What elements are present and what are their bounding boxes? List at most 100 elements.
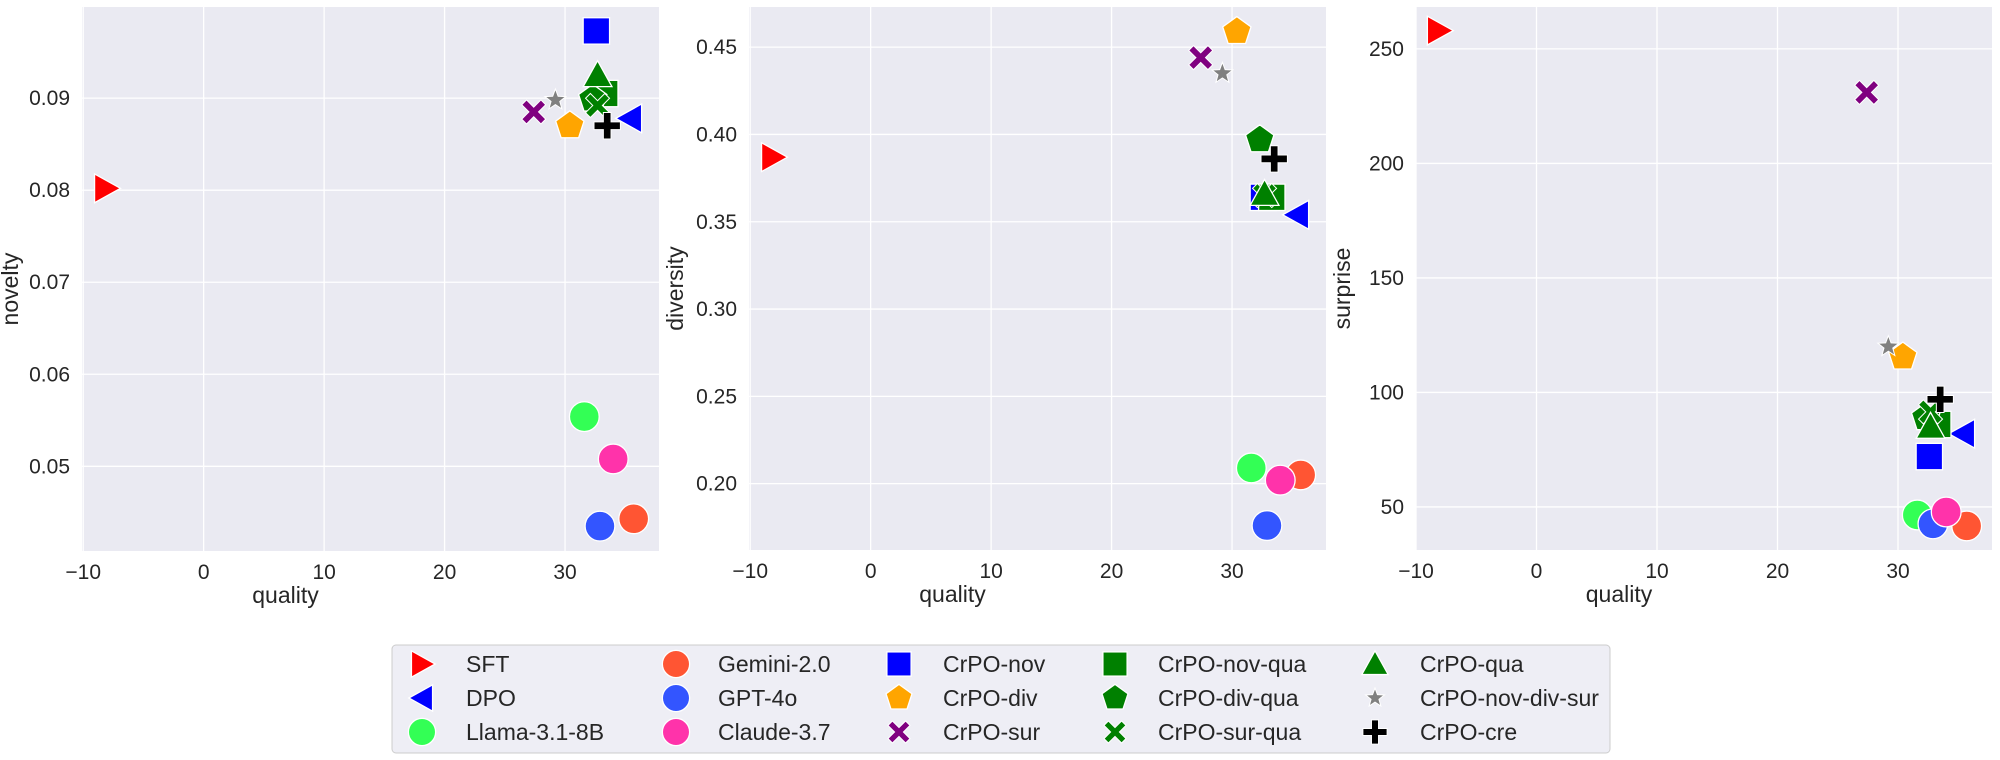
point-dpo — [614, 102, 643, 134]
legend-label: CrPO-nov-qua — [1158, 651, 1306, 677]
point-crpo-nov-div-sur — [1876, 334, 1901, 357]
legend-label: DPO — [466, 685, 516, 711]
point-crpo-div — [1221, 15, 1252, 45]
point-dpo — [1947, 418, 1976, 450]
legend-marker-triangle-up — [1360, 649, 1390, 676]
legend-item: CrPO-div-qua — [1101, 683, 1299, 711]
point-crpo-sur — [1188, 44, 1214, 71]
legend-label: Claude-3.7 — [718, 719, 831, 745]
x-tick-label: 20 — [433, 561, 456, 584]
legend-item: CrPO-nov-div-sur — [1364, 685, 1599, 711]
legend-label: SFT — [466, 651, 509, 677]
legend-item: SFT — [410, 649, 509, 679]
x-axis-label: quality — [252, 582, 319, 608]
x-tick-label: −10 — [732, 560, 768, 583]
y-axis-label: novelty — [0, 252, 23, 325]
legend-marker-x — [887, 720, 911, 744]
x-tick-label: 30 — [1886, 560, 1909, 583]
legend-label: CrPO-div-qua — [1158, 685, 1299, 711]
legend-marker-circle — [661, 717, 691, 747]
point-claude-3-7 — [1264, 464, 1296, 496]
point-crpo-cre — [1260, 145, 1288, 173]
legend-item: CrPO-nov — [886, 651, 1046, 677]
legend-marker-pentagon — [1101, 683, 1129, 710]
point-dpo — [1281, 199, 1310, 231]
legend-marker-plus — [1362, 719, 1388, 745]
legend-label: Llama-3.1-8B — [466, 719, 604, 745]
x-tick-label: 0 — [1531, 560, 1543, 583]
point-crpo-nov-div-sur — [1210, 60, 1235, 84]
y-tick-label: 0.09 — [29, 87, 70, 110]
y-tick-label: 250 — [1369, 38, 1404, 61]
legend-label: CrPO-qua — [1420, 651, 1524, 677]
legend-marker-star — [1364, 686, 1386, 708]
legend-label: CrPO-nov — [943, 651, 1046, 677]
panel-surprise: −10 0 10 20 30 50 100 150 200 250 quality surprise — [1329, 7, 1992, 607]
y-tick-label: 100 — [1369, 381, 1404, 404]
point-crpo-div — [554, 110, 585, 139]
y-tick-label: 0.07 — [29, 271, 70, 294]
point-gemini-2-0 — [618, 503, 650, 535]
legend-label: GPT-4o — [718, 685, 797, 711]
y-tick-label: 50 — [1381, 496, 1404, 519]
legend-item: CrPO-nov-qua — [1102, 651, 1306, 677]
y-tick-label: 150 — [1369, 267, 1404, 290]
x-tick-label: −10 — [1398, 560, 1434, 583]
point-claude-3-7 — [1930, 496, 1962, 528]
legend-frame — [391, 644, 1611, 754]
plot-area — [749, 7, 1326, 550]
legend-marker-circle — [661, 649, 691, 679]
y-tick-label: 200 — [1369, 152, 1404, 175]
x-axis-label: quality — [1586, 581, 1653, 607]
y-tick-label: 0.45 — [696, 36, 737, 59]
y-tick-label: 0.06 — [29, 363, 70, 386]
legend-marker-circle — [661, 683, 691, 713]
x-tick-label: 20 — [1766, 560, 1789, 583]
legend-label: CrPO-div — [943, 685, 1038, 711]
point-crpo-sur — [521, 99, 547, 125]
x-tick-label: 10 — [312, 561, 335, 584]
legend-item: CrPO-sur-qua — [1103, 719, 1301, 745]
legend-marker-circle — [407, 717, 437, 747]
x-tick-label: 20 — [1100, 560, 1123, 583]
point-crpo-nov-div-sur — [543, 87, 568, 111]
legend-item: DPO — [407, 683, 516, 713]
legend-item: Gemini-2.0 — [661, 649, 830, 679]
legend-marker-pentagon — [885, 683, 913, 710]
x-tick-label: 0 — [198, 561, 210, 584]
point-gpt-4o — [1251, 510, 1283, 542]
y-tick-label: 0.25 — [696, 385, 737, 408]
point-llama-3-1-8b — [568, 401, 600, 433]
point-crpo-qua — [582, 59, 614, 88]
legend-item: CrPO-cre — [1362, 719, 1517, 745]
panel-novelty: −10 0 10 20 30 0.05 0.06 0.07 0.08 0.09 quality nov… — [0, 7, 659, 608]
legend-item: CrPO-qua — [1360, 649, 1524, 677]
x-tick-label: −10 — [65, 561, 101, 584]
x-tick-label: 0 — [865, 560, 877, 583]
point-gpt-4o — [584, 510, 616, 542]
legend-item: Llama-3.1-8B — [407, 717, 604, 747]
x-tick-label: 10 — [1645, 560, 1668, 583]
y-tick-label: 0.35 — [696, 211, 737, 234]
x-tick-label: 30 — [1220, 560, 1243, 583]
point-crpo-qua — [1915, 411, 1947, 439]
legend-label: CrPO-sur — [943, 719, 1040, 745]
y-tick-label: 0.05 — [29, 455, 70, 478]
point-claude-3-7 — [597, 443, 629, 475]
legend-marker-triangle-right — [410, 649, 437, 679]
legend-marker-square — [1102, 651, 1128, 677]
point-sft — [1426, 15, 1455, 47]
point-sft — [760, 141, 789, 173]
y-axis-label: surprise — [1329, 248, 1355, 330]
point-crpo-nov — [1915, 442, 1944, 471]
point-crpo-div-qua — [1244, 124, 1275, 153]
legend: SFT DPO Llama-3.1-8B Gemini-2.0 GPT-4o Claude… — [391, 644, 1611, 754]
point-crpo-cre — [1926, 385, 1954, 414]
point-crpo-qua — [1249, 178, 1281, 206]
y-tick-label: 0.30 — [696, 298, 737, 321]
x-tick-label: 10 — [979, 560, 1002, 583]
y-tick-label: 0.20 — [696, 473, 737, 496]
point-sft — [93, 172, 122, 204]
legend-label: Gemini-2.0 — [718, 651, 830, 677]
